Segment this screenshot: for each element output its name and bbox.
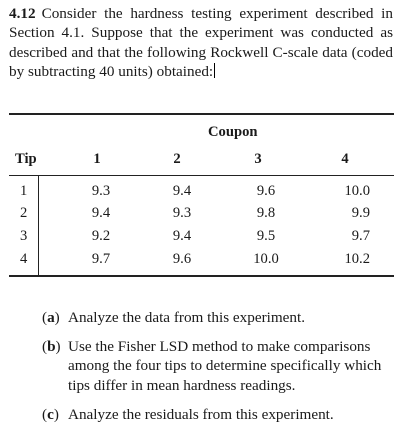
table-cell: 9.8 [256,205,276,221]
column-header: 3 [254,151,262,167]
part-label: (c) [42,405,59,423]
problem-parts: (a) Analyze the data from this experimen… [42,308,394,434]
column-header: 2 [173,151,181,167]
table-cell: 9.3 [91,183,111,199]
table-column-divider [38,175,39,276]
table-cell: 9.2 [91,228,111,244]
table-row-tip: 4 [20,251,28,267]
problem-number: 4.12 [9,5,36,22]
table-cell: 9.3 [172,205,192,221]
table-group-header: Coupon [208,124,258,140]
table-top-rule [9,113,394,115]
table-cell: 9.4 [172,228,192,244]
part-label: (a) [42,309,60,326]
column-header: 4 [341,151,349,167]
table-cell: 9.9 [351,205,370,221]
part-text: Use the Fisher LSD method to make compar… [68,338,382,394]
part-b: (b) Use the Fisher LSD method to make co… [42,337,394,395]
problem-statement: 4.12 Consider the hardness testing experi… [9,4,393,82]
table-row-tip: 1 [20,183,28,199]
table-cell: 9.5 [256,228,276,244]
table-row-tip: 3 [20,228,28,244]
part-label: (b) [42,338,61,356]
table-cell: 9.6 [256,183,276,199]
text-cursor [214,63,216,79]
table-header-rule [9,175,394,176]
part-a: (a) Analyze the data from this experimen… [42,308,394,327]
table-row-header: Tip [15,151,37,167]
table-cell: 10.2 [344,251,370,267]
table-cell: 9.4 [172,183,192,199]
part-text: Analyze the residuals from this experime… [68,405,334,423]
problem-text: Consider the hardness testing experiment… [9,5,393,81]
table-cell: 9.4 [91,205,111,221]
table-cell: 9.6 [172,251,192,267]
part-c: (c) Analyze the residuals from this expe… [42,405,394,424]
table-bottom-rule [9,275,394,277]
table-cell: 9.7 [91,251,111,267]
table-row-tip: 2 [20,205,28,221]
table-cell: 9.7 [351,228,370,244]
table-cell: 10.0 [253,251,279,267]
table-cell: 10.0 [344,183,370,199]
column-header: 1 [93,151,101,167]
part-text: Analyze the data from this experiment. [68,309,306,326]
